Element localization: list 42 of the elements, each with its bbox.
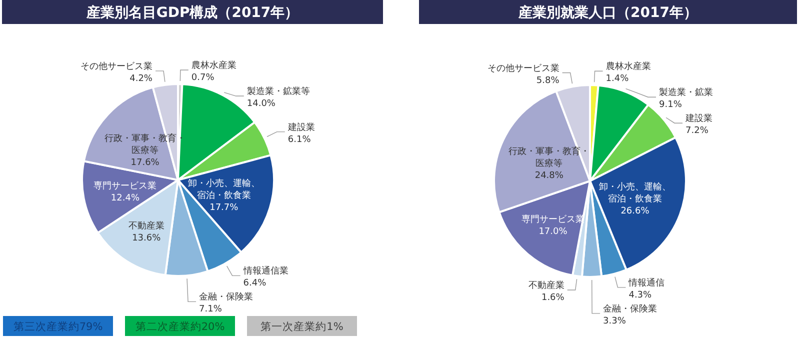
chart-title: 産業別名目GDP構成（2017年） — [85, 4, 299, 21]
slice-label: 卸・小売、運輸、宿泊・飲食業 — [188, 178, 260, 201]
data-label: 17.0% — [538, 226, 568, 237]
slice-label: 建設業 — [684, 113, 713, 124]
slice-label: 卸・小売、運輸、宿泊・飲食業 — [598, 182, 671, 205]
data-label: 7.2% — [686, 126, 709, 136]
data-label: 3.3% — [603, 316, 626, 326]
slice-label: 金融・保険業 — [199, 292, 254, 303]
text: 第二次産業約20% — [135, 320, 225, 333]
slice-label: 不動産業 — [528, 280, 564, 292]
data-label: 6.4% — [243, 278, 267, 289]
slice-label: 製造業・鉱業 — [659, 87, 714, 98]
data-label: 4.2% — [130, 74, 153, 84]
data-label: 5.8% — [536, 76, 560, 86]
data-label: 0.7% — [191, 73, 215, 84]
slice-label: その他サービス業 — [487, 62, 560, 74]
slice-label: 農林水産業 — [606, 61, 651, 72]
data-label: 12.4% — [110, 193, 140, 204]
slice-label: 金融・保険業 — [603, 303, 658, 314]
data-label: 6.1% — [288, 134, 312, 145]
slice-label: 情報通信 — [628, 277, 665, 288]
data-label: 26.6% — [620, 206, 650, 217]
data-label: 4.3% — [628, 290, 652, 300]
data-label: 7.1% — [199, 304, 222, 315]
slice-label: 農林水産業 — [191, 60, 236, 72]
slice-label: 情報通信業 — [242, 266, 288, 277]
chart-title: 産業別就業人口（2017年） — [518, 4, 698, 21]
text: 第三次産業約79% — [13, 320, 103, 333]
data-label: 1.4% — [606, 74, 630, 84]
slice-label: 建設業 — [286, 122, 315, 133]
data-label: 13.6% — [132, 233, 162, 244]
slice-label: その他サービス業 — [80, 60, 152, 72]
slice-label: 不動産業 — [128, 220, 164, 232]
slice-label: 製造業・鉱業等 — [246, 86, 310, 98]
data-label: 1.6% — [541, 293, 565, 304]
text: 第一次産業約1% — [260, 320, 344, 333]
data-label: 17.6% — [130, 158, 160, 168]
slice-label: 専門サービス業 — [94, 180, 157, 192]
data-label: 9.1% — [659, 100, 682, 110]
data-label: 14.0% — [246, 99, 276, 110]
data-label: 24.8% — [534, 170, 564, 181]
data-label: 17.7% — [210, 202, 239, 213]
